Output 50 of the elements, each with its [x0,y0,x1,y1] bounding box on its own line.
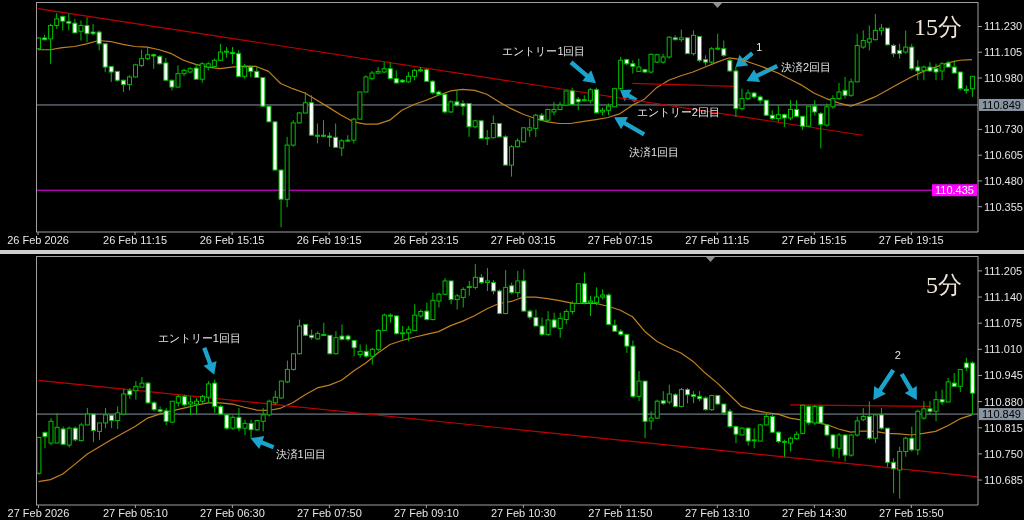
x-tick-label: 27 Feb 09:10 [393,506,459,519]
x-tick-label: 27 Feb 07:50 [296,506,362,519]
x-tick-label: 26 Feb 11:15 [103,233,168,246]
y-tick-label: 111.010 [984,343,1023,356]
x-tick-label: 27 Feb 06:30 [199,506,265,519]
annotation: エントリー1回目 [502,45,586,58]
annotation: 決済1回目 [275,448,326,461]
y-tick-label: 110.945 [984,369,1023,382]
y-tick-label: 110.815 [984,421,1023,434]
ref-line-label: 110.435 [935,184,974,197]
text: 5分 [926,272,962,298]
x-tick-label: 27 Feb 03:15 [490,233,556,246]
x-tick-label: 27 Feb 15:15 [781,233,847,246]
annotation: 2 [894,349,901,361]
x-tick-label: 27 Feb 14:30 [781,506,847,519]
x-tick-label: 27 Feb 10:30 [490,506,556,519]
y-tick-label: 111.075 [984,317,1023,330]
y-tick-label: 111.105 [984,46,1023,59]
y-tick-label: 110.750 [984,447,1023,460]
x-tick-label: 26 Feb 19:15 [296,233,362,246]
y-tick-label: 111.205 [984,264,1023,277]
x-tick-label: 27 Feb 05:10 [102,506,168,519]
x-tick-label: 27 Feb 11:15 [685,233,750,246]
y-tick-label: 110.980 [984,71,1023,84]
x-tick-label: 27 Feb 15:50 [878,506,944,519]
y-tick-label: 110.480 [984,174,1023,187]
text: 15分 [914,14,962,40]
ref-line-label: 110.849 [982,408,1021,421]
x-tick-label: 26 Feb 2026 [7,233,69,246]
x-tick-label: 27 Feb 11:50 [588,506,653,519]
annotation: 1 [756,41,763,54]
y-tick-label: 111.230 [984,20,1023,33]
y-tick-label: 110.730 [984,123,1023,136]
x-tick-label: 26 Feb 23:15 [393,233,459,246]
annotation: 決済1回目 [629,146,680,159]
y-tick-label: 110.355 [984,200,1023,213]
candlestick [351,339,357,357]
x-tick-label: 27 Feb 2026 [7,506,70,519]
x-tick-label: 27 Feb 07:15 [587,233,653,246]
y-tick-label: 110.605 [984,149,1023,162]
y-tick-label: 110.880 [984,395,1023,408]
y-tick-label: 110.685 [984,473,1023,486]
candlestick [969,75,975,98]
annotation: エントリー1回目 [157,331,241,344]
ref-line-label: 110.849 [982,98,1021,111]
y-tick-label: 111.140 [984,290,1023,303]
annotation: 決済2回目 [781,61,832,73]
x-tick-label: 27 Feb 13:10 [684,506,750,519]
x-tick-label: 27 Feb 19:15 [878,233,944,246]
x-tick-label: 26 Feb 15:15 [199,233,265,246]
